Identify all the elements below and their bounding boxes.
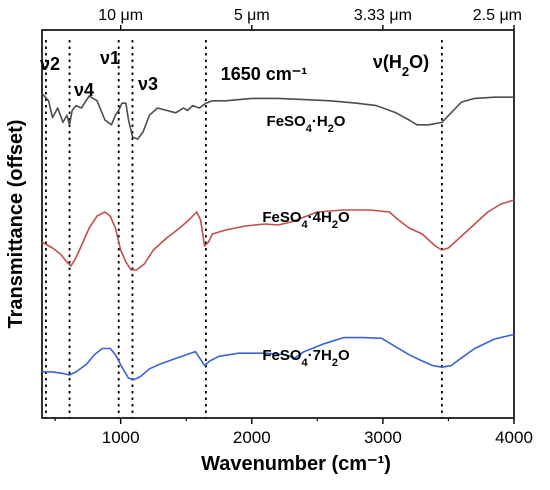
top-tick-label: 3.33 μm bbox=[354, 7, 412, 24]
series-line bbox=[42, 333, 515, 381]
series-line bbox=[41, 93, 514, 140]
series-label: FeSO4·H2O bbox=[267, 113, 346, 135]
y-axis-title: Transmittance (offset) bbox=[5, 120, 27, 329]
series-label: FeSO4·7H2O bbox=[262, 347, 350, 369]
top-axis-ticks: 10 μm 5 μm 3.33 μm 2.5 μm bbox=[98, 7, 522, 30]
series-line bbox=[41, 199, 515, 271]
reference-line-label: ν4 bbox=[74, 80, 94, 100]
x-tick-label: 2000 bbox=[233, 428, 271, 447]
series-layer bbox=[41, 93, 515, 381]
x-tick-label: 1000 bbox=[102, 428, 140, 447]
x-tick-label: 3000 bbox=[364, 428, 402, 447]
series-label: FeSO4·4H2O bbox=[262, 209, 350, 231]
reference-line-label: ν1 bbox=[100, 48, 120, 68]
bottom-axis-ticks: 1000 2000 3000 4000 bbox=[54, 418, 533, 447]
x-tick-label: 4000 bbox=[495, 428, 533, 447]
series-labels: FeSO4·H2O FeSO4·4H2O FeSO4·7H2O bbox=[262, 113, 350, 369]
plot-frame bbox=[41, 29, 515, 419]
reference-lines: ν2 ν4 ν1 ν3 1650 cm⁻¹ ν(H2O) bbox=[40, 40, 443, 418]
reference-line-label: ν(H2O) bbox=[373, 52, 429, 79]
top-tick-label: 10 μm bbox=[98, 7, 143, 24]
x-axis-title: Wavenumber (cm⁻¹) bbox=[201, 453, 391, 475]
top-tick-label: 2.5 μm bbox=[473, 7, 522, 24]
reference-line-label: ν3 bbox=[138, 74, 158, 94]
reference-line-label: ν2 bbox=[40, 54, 60, 74]
top-tick-label: 5 μm bbox=[234, 7, 270, 24]
reference-line-label: 1650 cm⁻¹ bbox=[221, 64, 308, 84]
